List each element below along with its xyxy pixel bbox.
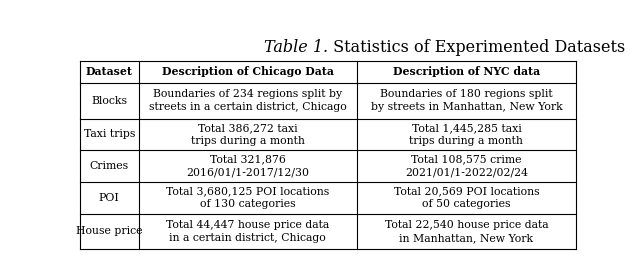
Text: Total 108,575 crime
2021/01/1-2022/02/24: Total 108,575 crime 2021/01/1-2022/02/24 [405, 155, 528, 178]
Text: Boundaries of 234 regions split by
streets in a certain district, Chicago: Boundaries of 234 regions split by stree… [148, 89, 346, 112]
Text: Blocks: Blocks [92, 96, 127, 106]
Text: Description of Chicago Data: Description of Chicago Data [162, 66, 333, 77]
Text: Total 20,569 POI locations
of 50 categories: Total 20,569 POI locations of 50 categor… [394, 186, 539, 209]
Text: Crimes: Crimes [90, 161, 129, 171]
Text: Taxi trips: Taxi trips [84, 129, 135, 139]
Text: Statistics of Experimented Datasets: Statistics of Experimented Datasets [328, 39, 625, 56]
Text: Description of NYC data: Description of NYC data [393, 66, 540, 77]
Text: Total 386,272 taxi
trips during a month: Total 386,272 taxi trips during a month [191, 123, 305, 146]
Text: Table 1.: Table 1. [264, 39, 328, 56]
Text: Total 1,445,285 taxi
trips during a month: Total 1,445,285 taxi trips during a mont… [410, 123, 524, 146]
Text: Total 22,540 house price data
in Manhattan, New York: Total 22,540 house price data in Manhatt… [385, 220, 548, 243]
Text: Boundaries of 180 regions split
by streets in Manhattan, New York: Boundaries of 180 regions split by stree… [371, 89, 563, 112]
Text: Total 44,447 house price data
in a certain district, Chicago: Total 44,447 house price data in a certa… [166, 220, 329, 243]
Text: House price: House price [76, 226, 143, 236]
Text: Total 321,876
2016/01/1-2017/12/30: Total 321,876 2016/01/1-2017/12/30 [186, 155, 309, 178]
Text: Total 3,680,125 POI locations
of 130 categories: Total 3,680,125 POI locations of 130 cat… [166, 186, 329, 209]
Text: Dataset: Dataset [86, 66, 132, 77]
Text: POI: POI [99, 193, 120, 203]
